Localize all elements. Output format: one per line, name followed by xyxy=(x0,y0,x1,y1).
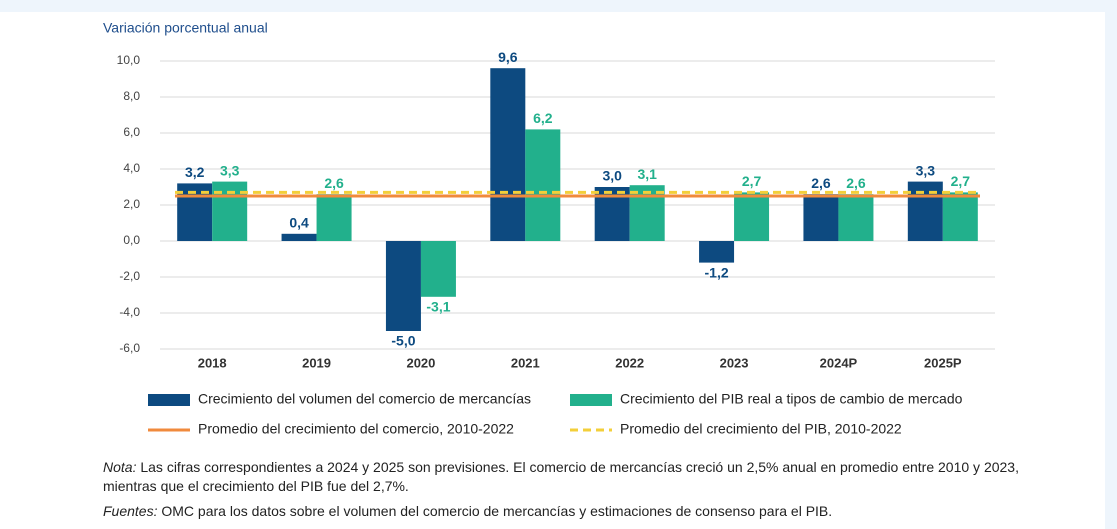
bar xyxy=(212,181,248,241)
x-tick-label: 2025P xyxy=(924,355,962,370)
bar xyxy=(699,241,735,263)
legend-label: Promedio del crecimiento del comercio, 2… xyxy=(198,421,514,437)
note-label: Nota: xyxy=(103,459,137,475)
data-label: 0,4 xyxy=(289,215,309,231)
data-label: 3,3 xyxy=(220,162,240,178)
bar xyxy=(525,129,561,241)
data-label: 2,7 xyxy=(951,173,971,189)
y-tick-label: 0,0 xyxy=(123,233,140,247)
data-label: 9,6 xyxy=(498,49,518,65)
data-label: 3,1 xyxy=(637,166,657,182)
legend-label: Promedio del crecimiento del PIB, 2010-2… xyxy=(620,421,902,437)
bar xyxy=(385,241,421,331)
x-tick-label: 2021 xyxy=(511,355,540,370)
bar xyxy=(838,194,874,241)
bar xyxy=(907,181,943,241)
data-label: -3,1 xyxy=(426,299,450,315)
legend-label: Crecimiento del PIB real a tipos de camb… xyxy=(620,391,963,407)
data-label: -5,0 xyxy=(391,333,415,349)
bar xyxy=(316,194,352,241)
legend-label: Crecimiento del volumen del comercio de … xyxy=(198,391,531,407)
bar xyxy=(420,241,456,297)
data-label: -1,2 xyxy=(705,264,729,280)
legend-swatch xyxy=(570,394,612,406)
data-label: 6,2 xyxy=(533,110,553,126)
bar xyxy=(734,192,770,241)
data-label: 2,6 xyxy=(846,175,866,191)
bar xyxy=(803,194,839,241)
y-tick-label: 10,0 xyxy=(117,53,141,67)
y-tick-label: 2,0 xyxy=(123,197,140,211)
bar xyxy=(942,192,978,241)
y-tick-label: -6,0 xyxy=(119,341,140,355)
data-label: 3,2 xyxy=(185,164,205,180)
data-label: 2,6 xyxy=(811,175,831,191)
note: Fuentes: OMC para los datos sobre el vol… xyxy=(103,502,1023,521)
y-axis-label: Variación porcentual anual xyxy=(103,20,268,36)
note-label: Fuentes: xyxy=(103,503,158,519)
y-tick-label: 6,0 xyxy=(123,125,140,139)
x-tick-label: 2022 xyxy=(615,355,644,370)
data-label: 3,3 xyxy=(916,162,936,178)
y-tick-label: -4,0 xyxy=(119,305,140,319)
x-tick-label: 2023 xyxy=(720,355,749,370)
x-tick-label: 2020 xyxy=(406,355,435,370)
note-text: Las cifras correspondientes a 2024 y 202… xyxy=(103,459,1019,494)
bar xyxy=(490,68,526,241)
note-text: OMC para los datos sobre el volumen del … xyxy=(157,503,833,519)
x-tick-label: 2024P xyxy=(820,355,858,370)
y-tick-label: 4,0 xyxy=(123,161,140,175)
data-label: 2,6 xyxy=(324,175,344,191)
data-label: 2,7 xyxy=(742,173,762,189)
panel xyxy=(0,12,1105,529)
x-tick-label: 2018 xyxy=(198,355,227,370)
x-tick-label: 2019 xyxy=(302,355,331,370)
notes: Nota: Las cifras correspondientes a 2024… xyxy=(103,458,1023,527)
y-tick-label: 8,0 xyxy=(123,89,140,103)
bar xyxy=(281,233,317,241)
legend-swatch xyxy=(148,394,190,406)
y-tick-label: -2,0 xyxy=(119,269,140,283)
note: Nota: Las cifras correspondientes a 2024… xyxy=(103,458,1023,496)
data-label: 3,0 xyxy=(602,168,622,184)
